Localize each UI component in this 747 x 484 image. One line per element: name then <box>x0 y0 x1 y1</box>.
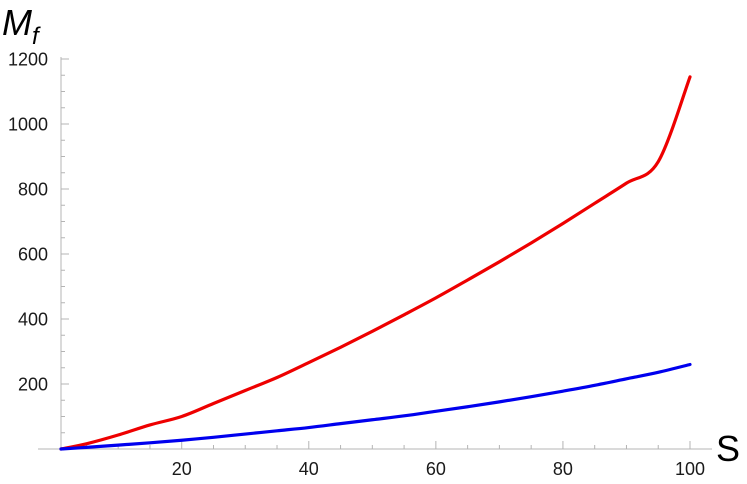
y-axis-title-sub: f <box>32 23 41 50</box>
y-tick-label: 800 <box>18 180 48 200</box>
y-axis-title: Mf <box>2 2 41 50</box>
major-ticks <box>61 58 691 449</box>
series-line-blue <box>59 362 692 451</box>
series-group <box>59 75 692 451</box>
series-line-red <box>59 75 692 451</box>
y-tick-label: 1200 <box>8 50 48 70</box>
y-tick-label: 400 <box>18 310 48 330</box>
y-tick-label: 200 <box>18 375 48 395</box>
minor-ticks <box>61 74 659 449</box>
x-tick-label: 80 <box>553 459 573 479</box>
y-tick-label: 1000 <box>8 115 48 135</box>
y-tick-label: 600 <box>18 245 48 265</box>
tick-labels: 20 40 60 80 100 200 400 600 800 1000 1200 <box>8 50 705 480</box>
x-tick-label: 40 <box>299 459 319 479</box>
x-tick-label: 60 <box>426 459 446 479</box>
x-tick-label: 20 <box>172 459 192 479</box>
x-tick-label: 100 <box>675 459 705 479</box>
y-axis-title-main: M <box>2 2 32 43</box>
axes <box>38 57 712 450</box>
x-axis-title: S <box>716 428 740 469</box>
